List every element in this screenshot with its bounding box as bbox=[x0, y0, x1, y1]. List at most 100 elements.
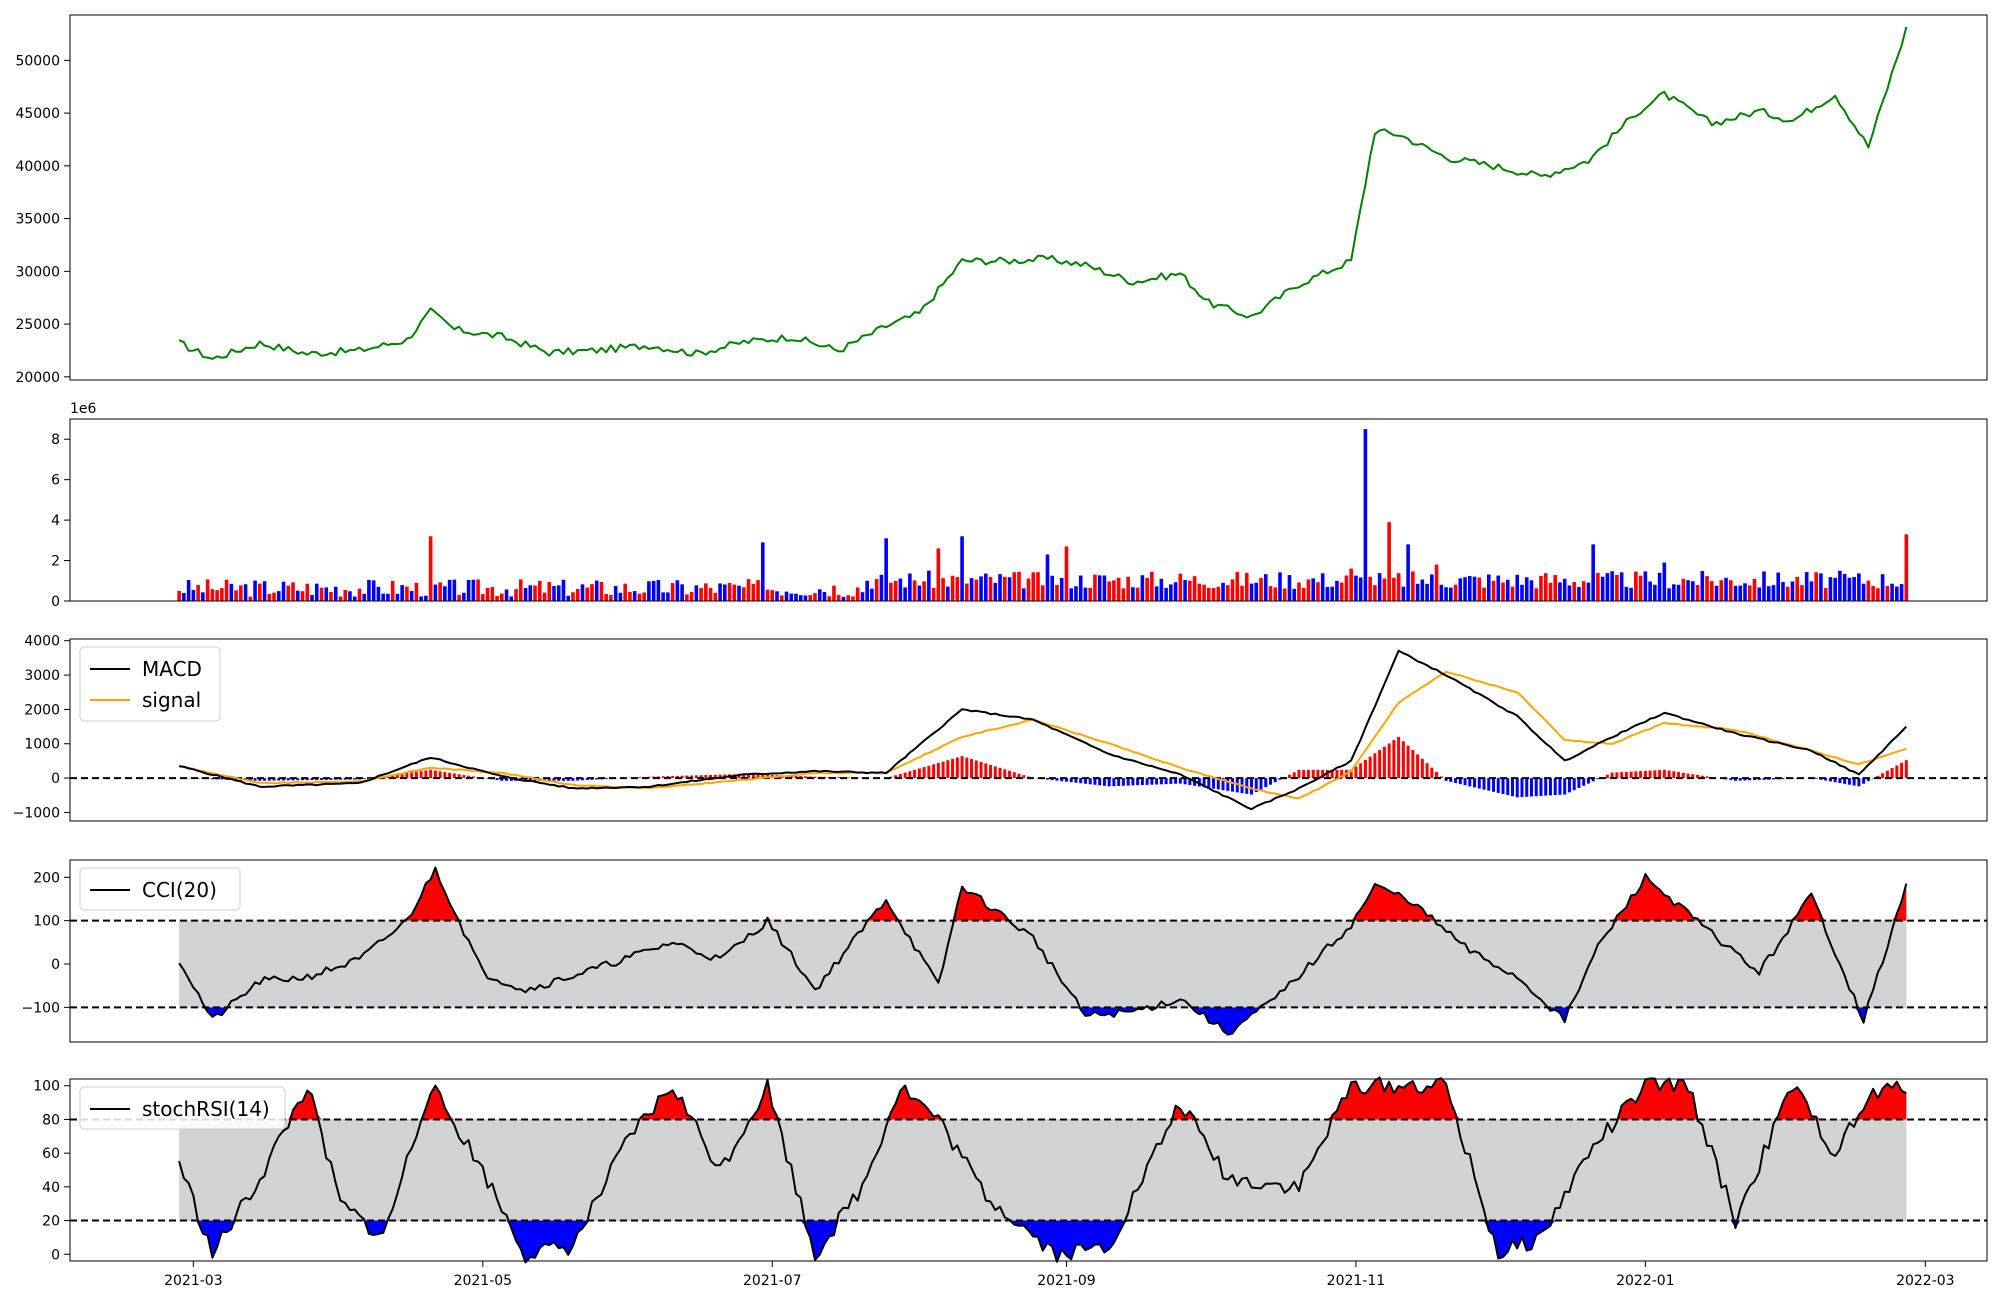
volume-bar bbox=[1486, 574, 1491, 601]
volume-bar bbox=[1838, 570, 1842, 601]
volume-bar bbox=[1406, 544, 1410, 601]
macd-histogram-bar bbox=[1136, 778, 1140, 786]
macd-histogram-bar bbox=[894, 775, 898, 779]
volume-bar bbox=[1904, 534, 1909, 601]
macd-histogram-bar bbox=[561, 778, 565, 781]
volume-bar bbox=[1368, 576, 1372, 601]
volume-ytick-label: 0 bbox=[51, 594, 60, 610]
volume-bar bbox=[1762, 571, 1766, 601]
volume-bar bbox=[808, 595, 813, 601]
macd-histogram-bar bbox=[500, 778, 504, 781]
volume-bar bbox=[1268, 586, 1273, 601]
volume-bar bbox=[1415, 583, 1420, 601]
macd-histogram-bar bbox=[1117, 778, 1121, 786]
volume-bar bbox=[1377, 573, 1382, 601]
volume-bar bbox=[1150, 571, 1154, 601]
volume-bar bbox=[666, 592, 670, 601]
macd-histogram-bar bbox=[998, 767, 1002, 779]
macd-histogram-bar bbox=[457, 774, 461, 779]
macd-histogram-bar bbox=[1250, 778, 1254, 795]
macd-histogram-bar bbox=[1866, 778, 1870, 782]
volume-bar bbox=[784, 591, 789, 601]
macd-legend-label: MACD bbox=[142, 657, 202, 681]
volume-bar bbox=[1743, 583, 1747, 601]
macd-histogram-bar bbox=[789, 775, 793, 779]
volume-bar bbox=[1235, 571, 1240, 601]
macd-histogram-bar bbox=[1610, 772, 1614, 779]
volume-bar bbox=[1439, 584, 1444, 601]
macd-histogram-bar bbox=[846, 777, 850, 779]
stoch-legend-label: stochRSI(14) bbox=[142, 1097, 270, 1121]
volume-bar bbox=[1591, 544, 1595, 601]
volume-bar bbox=[220, 588, 224, 601]
macd-histogram-bar bbox=[1624, 771, 1628, 779]
volume-bar bbox=[718, 583, 722, 601]
macd-histogram-bar bbox=[1340, 769, 1344, 779]
volume-bar bbox=[1672, 584, 1676, 601]
volume-bar bbox=[1192, 576, 1197, 601]
macd-histogram-bar bbox=[362, 778, 366, 779]
volume-bar bbox=[1681, 578, 1686, 601]
macd-histogram-bar bbox=[955, 757, 959, 779]
volume-bar bbox=[310, 595, 314, 601]
volume-bar bbox=[1325, 587, 1330, 601]
macd-histogram-bar bbox=[1202, 778, 1206, 788]
macd-ytick-label: −1000 bbox=[13, 805, 60, 821]
macd-histogram-bar bbox=[1449, 778, 1453, 782]
price-ytick-label: 45000 bbox=[15, 106, 60, 122]
volume-bar bbox=[670, 583, 675, 601]
volume-bar bbox=[295, 590, 300, 601]
volume-bar bbox=[1344, 575, 1349, 601]
macd-histogram-bar bbox=[429, 769, 433, 779]
macd-histogram-bar bbox=[965, 757, 969, 779]
volume-bar bbox=[1638, 575, 1643, 601]
volume-bar bbox=[1895, 586, 1899, 601]
macd-histogram-bar bbox=[756, 774, 760, 779]
volume-bar bbox=[1543, 573, 1548, 601]
volume-bar bbox=[1823, 587, 1828, 601]
macd-histogram-bar bbox=[433, 770, 437, 779]
macd-histogram-bar bbox=[1734, 778, 1738, 781]
macd-ytick-label: 2000 bbox=[24, 702, 60, 718]
volume-bar bbox=[205, 579, 210, 601]
macd-histogram-bar bbox=[718, 774, 722, 779]
volume-bar bbox=[1510, 586, 1515, 601]
macd-histogram-bar bbox=[794, 775, 798, 779]
macd-histogram-bar bbox=[1904, 760, 1908, 779]
volume-bar bbox=[647, 581, 651, 601]
volume-bar bbox=[1491, 580, 1496, 601]
volume-bar bbox=[258, 583, 262, 601]
volume-bar bbox=[1719, 580, 1724, 601]
volume-bar bbox=[1354, 575, 1358, 601]
volume-bar bbox=[1145, 577, 1149, 601]
macd-histogram-bar bbox=[1544, 778, 1548, 796]
macd-histogram-bar bbox=[400, 773, 404, 779]
volume-bar bbox=[556, 585, 561, 601]
volume-bar bbox=[680, 584, 684, 601]
volume-bar bbox=[476, 579, 480, 601]
macd-histogram-bar bbox=[1159, 778, 1163, 785]
macd-histogram-bar bbox=[1762, 778, 1766, 780]
macd-histogram-bar bbox=[1003, 769, 1007, 779]
macd-histogram-bar bbox=[1145, 778, 1149, 785]
volume-bar bbox=[699, 587, 703, 601]
volume-bar bbox=[779, 595, 784, 601]
volume-bar bbox=[1012, 572, 1017, 601]
volume-bar bbox=[1600, 576, 1605, 601]
macd-histogram-bar bbox=[1273, 778, 1277, 783]
volume-bar bbox=[927, 570, 931, 601]
volume-bar bbox=[1311, 578, 1316, 601]
volume-bar bbox=[1534, 588, 1539, 601]
volume-bar bbox=[1643, 571, 1648, 601]
volume-bar bbox=[523, 587, 528, 601]
macd-histogram-bar bbox=[813, 776, 817, 779]
macd-histogram-bar bbox=[1876, 775, 1880, 779]
macd-histogram-bar bbox=[220, 778, 224, 780]
macd-histogram-bar bbox=[1890, 768, 1894, 779]
macd-histogram-bar bbox=[1900, 762, 1904, 779]
volume-bar bbox=[803, 595, 808, 601]
macd-histogram-bar bbox=[263, 778, 267, 781]
volume-bar bbox=[1852, 576, 1856, 601]
volume-bar bbox=[1339, 582, 1344, 601]
